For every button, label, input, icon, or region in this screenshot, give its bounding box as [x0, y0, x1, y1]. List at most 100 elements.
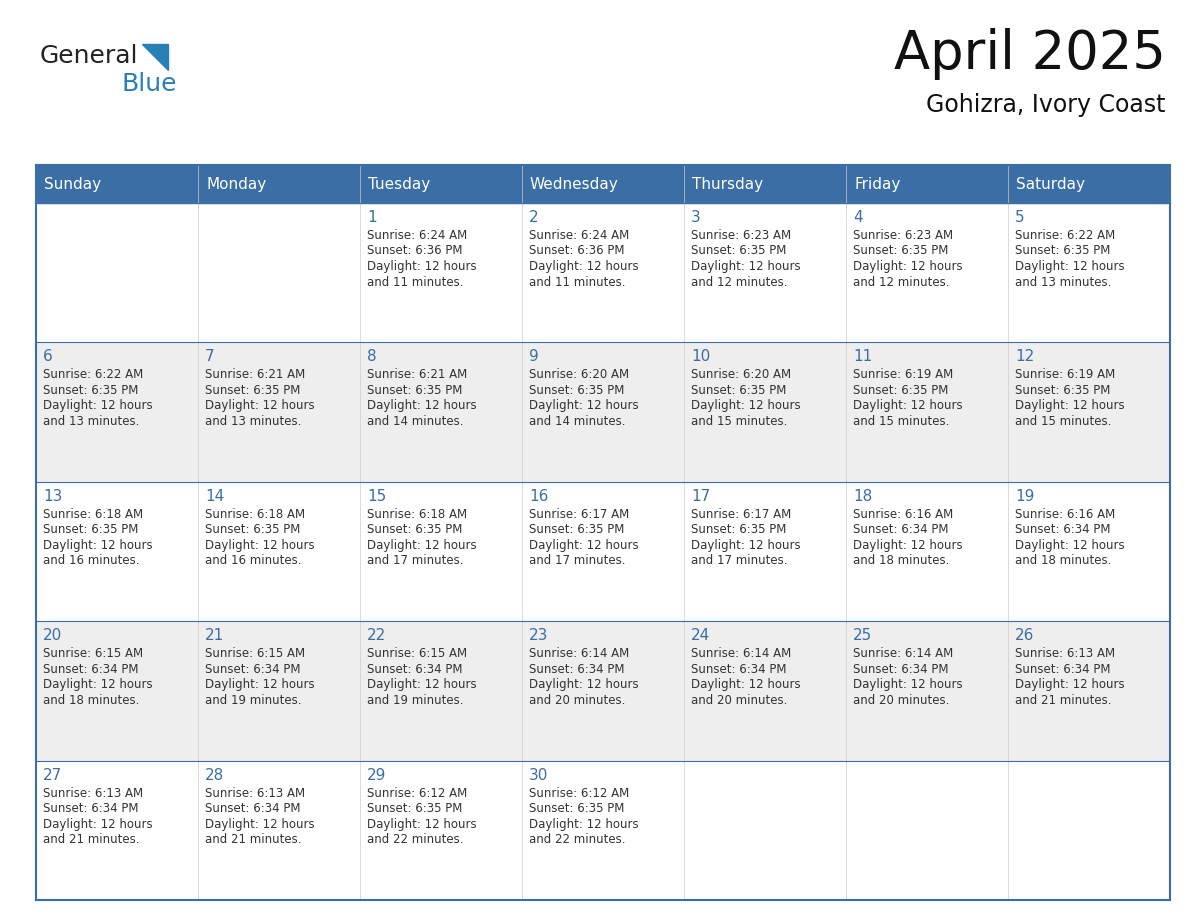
Text: 28: 28 — [206, 767, 225, 783]
Text: Sunset: 6:35 PM: Sunset: 6:35 PM — [529, 523, 625, 536]
Bar — [36, 165, 198, 203]
Text: 29: 29 — [367, 767, 386, 783]
Text: General: General — [40, 44, 139, 68]
Text: Daylight: 12 hours: Daylight: 12 hours — [367, 260, 476, 273]
Text: 16: 16 — [529, 488, 549, 504]
Text: Sunset: 6:34 PM: Sunset: 6:34 PM — [1015, 523, 1111, 536]
Text: Daylight: 12 hours: Daylight: 12 hours — [367, 818, 476, 831]
Text: Sunset: 6:34 PM: Sunset: 6:34 PM — [691, 663, 786, 676]
Text: and 13 minutes.: and 13 minutes. — [1015, 275, 1112, 288]
Text: Sunday: Sunday — [44, 176, 101, 192]
Text: and 12 minutes.: and 12 minutes. — [853, 275, 949, 288]
Text: Thursday: Thursday — [691, 176, 763, 192]
Text: Sunset: 6:34 PM: Sunset: 6:34 PM — [206, 663, 301, 676]
Text: Sunrise: 6:17 AM: Sunrise: 6:17 AM — [529, 508, 630, 521]
Text: Sunrise: 6:20 AM: Sunrise: 6:20 AM — [691, 368, 791, 381]
Text: Daylight: 12 hours: Daylight: 12 hours — [529, 818, 639, 831]
Text: Daylight: 12 hours: Daylight: 12 hours — [691, 399, 801, 412]
Text: Daylight: 12 hours: Daylight: 12 hours — [529, 678, 639, 691]
Text: Daylight: 12 hours: Daylight: 12 hours — [367, 399, 476, 412]
Text: Sunset: 6:35 PM: Sunset: 6:35 PM — [367, 523, 462, 536]
Text: and 17 minutes.: and 17 minutes. — [691, 554, 788, 567]
Bar — [198, 165, 360, 203]
Text: Daylight: 12 hours: Daylight: 12 hours — [43, 818, 152, 831]
Bar — [36, 761, 1170, 900]
Bar — [36, 203, 1170, 342]
Text: and 13 minutes.: and 13 minutes. — [206, 415, 302, 428]
Text: and 19 minutes.: and 19 minutes. — [206, 694, 302, 707]
Bar — [36, 342, 1170, 482]
Text: Sunset: 6:35 PM: Sunset: 6:35 PM — [206, 384, 301, 397]
Text: Sunrise: 6:12 AM: Sunrise: 6:12 AM — [367, 787, 467, 800]
Text: 18: 18 — [853, 488, 872, 504]
Text: and 19 minutes.: and 19 minutes. — [367, 694, 463, 707]
Text: and 18 minutes.: and 18 minutes. — [853, 554, 949, 567]
Bar — [36, 482, 1170, 621]
Text: 15: 15 — [367, 488, 386, 504]
Text: Daylight: 12 hours: Daylight: 12 hours — [1015, 678, 1125, 691]
Text: and 20 minutes.: and 20 minutes. — [529, 694, 625, 707]
Text: Sunset: 6:35 PM: Sunset: 6:35 PM — [529, 384, 625, 397]
Text: Sunrise: 6:21 AM: Sunrise: 6:21 AM — [206, 368, 305, 381]
Text: Gohizra, Ivory Coast: Gohizra, Ivory Coast — [927, 93, 1165, 117]
Bar — [1007, 165, 1170, 203]
Text: 12: 12 — [1015, 350, 1035, 364]
Text: 7: 7 — [206, 350, 215, 364]
Text: Sunrise: 6:12 AM: Sunrise: 6:12 AM — [529, 787, 630, 800]
Text: Sunrise: 6:19 AM: Sunrise: 6:19 AM — [853, 368, 953, 381]
Text: and 20 minutes.: and 20 minutes. — [691, 694, 788, 707]
Text: 1: 1 — [367, 210, 377, 225]
Text: Daylight: 12 hours: Daylight: 12 hours — [367, 539, 476, 552]
Text: and 17 minutes.: and 17 minutes. — [529, 554, 626, 567]
Text: Sunrise: 6:23 AM: Sunrise: 6:23 AM — [853, 229, 953, 242]
Text: Sunset: 6:35 PM: Sunset: 6:35 PM — [367, 384, 462, 397]
Text: and 16 minutes.: and 16 minutes. — [43, 554, 139, 567]
Text: Daylight: 12 hours: Daylight: 12 hours — [43, 399, 152, 412]
Text: Sunrise: 6:16 AM: Sunrise: 6:16 AM — [1015, 508, 1116, 521]
Text: Sunset: 6:36 PM: Sunset: 6:36 PM — [367, 244, 462, 258]
Text: Sunrise: 6:13 AM: Sunrise: 6:13 AM — [43, 787, 143, 800]
Text: 20: 20 — [43, 628, 62, 644]
Text: Sunrise: 6:15 AM: Sunrise: 6:15 AM — [43, 647, 143, 660]
Text: Sunset: 6:34 PM: Sunset: 6:34 PM — [206, 802, 301, 815]
Text: 10: 10 — [691, 350, 710, 364]
Text: Sunset: 6:35 PM: Sunset: 6:35 PM — [691, 384, 786, 397]
Text: 26: 26 — [1015, 628, 1035, 644]
Text: and 17 minutes.: and 17 minutes. — [367, 554, 463, 567]
Text: Sunrise: 6:19 AM: Sunrise: 6:19 AM — [1015, 368, 1116, 381]
Text: Sunrise: 6:18 AM: Sunrise: 6:18 AM — [367, 508, 467, 521]
Text: 17: 17 — [691, 488, 710, 504]
Text: April 2025: April 2025 — [895, 28, 1165, 80]
Text: and 15 minutes.: and 15 minutes. — [1015, 415, 1112, 428]
Text: Sunset: 6:35 PM: Sunset: 6:35 PM — [691, 244, 786, 258]
Text: Daylight: 12 hours: Daylight: 12 hours — [853, 399, 962, 412]
Text: and 11 minutes.: and 11 minutes. — [529, 275, 626, 288]
Text: Sunrise: 6:17 AM: Sunrise: 6:17 AM — [691, 508, 791, 521]
Text: Sunrise: 6:14 AM: Sunrise: 6:14 AM — [529, 647, 630, 660]
Bar — [36, 621, 1170, 761]
Text: 9: 9 — [529, 350, 538, 364]
Text: Sunset: 6:35 PM: Sunset: 6:35 PM — [367, 802, 462, 815]
Text: Sunrise: 6:18 AM: Sunrise: 6:18 AM — [206, 508, 305, 521]
Text: Sunset: 6:34 PM: Sunset: 6:34 PM — [367, 663, 462, 676]
Text: Sunset: 6:34 PM: Sunset: 6:34 PM — [853, 663, 948, 676]
Polygon shape — [143, 44, 168, 70]
Text: and 11 minutes.: and 11 minutes. — [367, 275, 463, 288]
Text: and 14 minutes.: and 14 minutes. — [367, 415, 463, 428]
Text: 11: 11 — [853, 350, 872, 364]
Text: and 16 minutes.: and 16 minutes. — [206, 554, 302, 567]
Text: Daylight: 12 hours: Daylight: 12 hours — [691, 678, 801, 691]
Text: Daylight: 12 hours: Daylight: 12 hours — [206, 678, 315, 691]
Bar — [684, 165, 846, 203]
Text: Blue: Blue — [122, 72, 177, 96]
Text: and 22 minutes.: and 22 minutes. — [529, 834, 626, 846]
Text: 22: 22 — [367, 628, 386, 644]
Text: 27: 27 — [43, 767, 62, 783]
Text: Monday: Monday — [206, 176, 266, 192]
Text: Wednesday: Wednesday — [530, 176, 619, 192]
Text: Sunrise: 6:24 AM: Sunrise: 6:24 AM — [529, 229, 630, 242]
Text: Daylight: 12 hours: Daylight: 12 hours — [529, 260, 639, 273]
Text: 5: 5 — [1015, 210, 1024, 225]
Text: Sunset: 6:34 PM: Sunset: 6:34 PM — [43, 802, 139, 815]
Text: Sunrise: 6:24 AM: Sunrise: 6:24 AM — [367, 229, 467, 242]
